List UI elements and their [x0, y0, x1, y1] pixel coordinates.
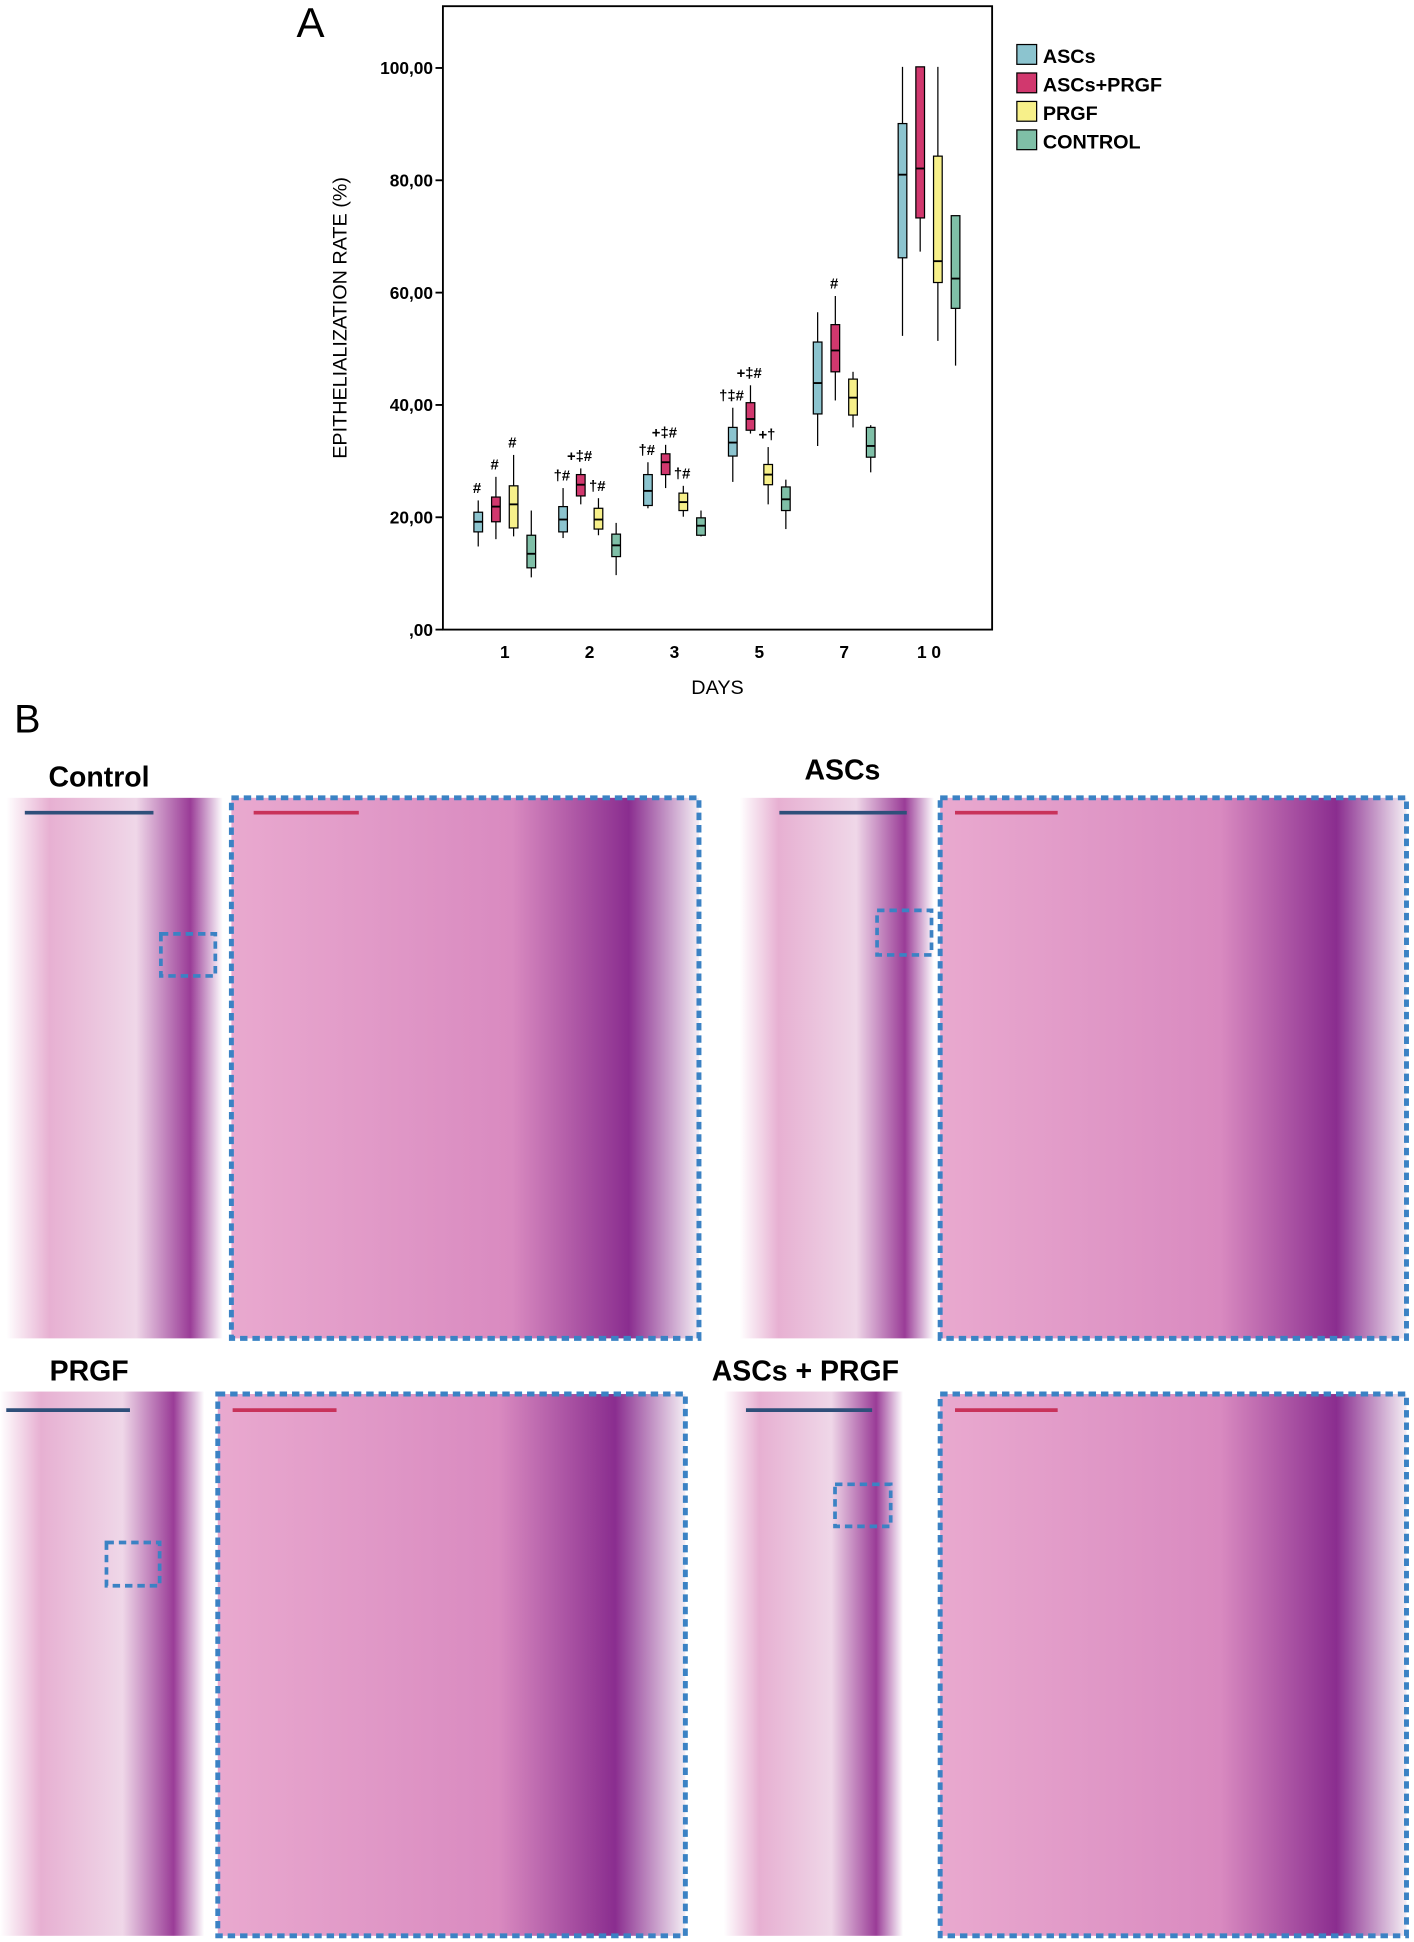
x-tick-label: 5 — [755, 642, 765, 662]
box — [812, 341, 823, 415]
legend-label: ASCs — [1043, 46, 1096, 68]
legend-swatch — [1016, 72, 1038, 94]
overview-image — [6, 797, 223, 1339]
significance-label: # — [830, 277, 838, 293]
significance-label: +‡# — [567, 449, 592, 465]
box — [526, 534, 537, 569]
x-tick-label: 1 — [500, 642, 510, 662]
zoom-box — [833, 1482, 893, 1529]
x-tick-label: 2 — [585, 642, 595, 662]
legend-label: CONTROL — [1043, 131, 1141, 153]
legend: ASCs ASCs+PRGF PRGF CONTROL — [1016, 43, 1162, 153]
x-axis-label: DAYS — [691, 677, 743, 699]
legend-label: PRGF — [1043, 103, 1098, 125]
overview-image — [723, 1391, 904, 1936]
legend-swatch — [1016, 129, 1038, 151]
significance-label: †# — [554, 469, 571, 485]
box — [830, 324, 841, 373]
box — [932, 155, 943, 284]
zoom-box — [875, 908, 934, 957]
box — [490, 496, 501, 523]
significance-label: # — [508, 436, 516, 452]
zoom-box — [104, 1540, 162, 1588]
significance-label: +‡# — [737, 366, 762, 382]
box — [508, 485, 519, 529]
y-tick-label: 40,00 — [390, 395, 433, 415]
overview-image — [0, 1391, 205, 1936]
panel-title: Control — [48, 762, 149, 794]
y-tick-label: ,00 — [409, 620, 433, 640]
legend-swatch — [1016, 43, 1038, 65]
legend-label: ASCs+PRGF — [1043, 75, 1162, 97]
zoom-image — [937, 1391, 1409, 1939]
zoom-image — [215, 1391, 688, 1939]
plot-frame — [441, 5, 994, 631]
histology-images — [0, 795, 1409, 1939]
box — [897, 122, 908, 259]
box — [745, 402, 756, 431]
y-tick-label: 80,00 — [390, 170, 433, 190]
panel-title: PRGF — [50, 1355, 129, 1387]
x-tick-label: 7 — [839, 642, 849, 662]
y-tick-label: 20,00 — [390, 507, 433, 527]
y-tick-label: 60,00 — [390, 283, 433, 303]
panel-label: B — [14, 697, 40, 741]
y-axis-label: EPITHELIALIZATION RATE (%) — [329, 177, 351, 459]
significance-label: # — [473, 481, 481, 497]
significance-label: +‡# — [652, 425, 677, 441]
significance-label: †# — [589, 479, 606, 495]
scale-bars — [6, 810, 1058, 1412]
box-plot: ,00 20,00 40,00 60,00 80,00 100,00 1 # # #2 †# +‡# †… — [380, 58, 961, 662]
zoom-image — [228, 795, 702, 1341]
significance-label: # — [491, 457, 499, 473]
legend-swatch — [1016, 100, 1038, 122]
box — [950, 215, 961, 309]
box — [660, 453, 671, 476]
significance-label: †# — [674, 466, 691, 482]
zoom-box — [159, 932, 218, 978]
box — [865, 426, 876, 458]
panel-label: A — [297, 0, 325, 46]
significance-label: †‡# — [719, 388, 744, 404]
overview-image — [739, 797, 934, 1339]
panel-title: ASCs — [805, 754, 881, 786]
box — [915, 66, 926, 219]
zoom-image — [937, 795, 1409, 1341]
panel-title: ASCs + PRGF — [712, 1355, 899, 1387]
significance-label: †# — [638, 443, 655, 459]
y-tick-label: 100,00 — [380, 58, 433, 78]
significance-label: +† — [758, 428, 775, 444]
x-tick-label: 1 0 — [917, 642, 941, 662]
x-tick-label: 3 — [670, 642, 680, 662]
